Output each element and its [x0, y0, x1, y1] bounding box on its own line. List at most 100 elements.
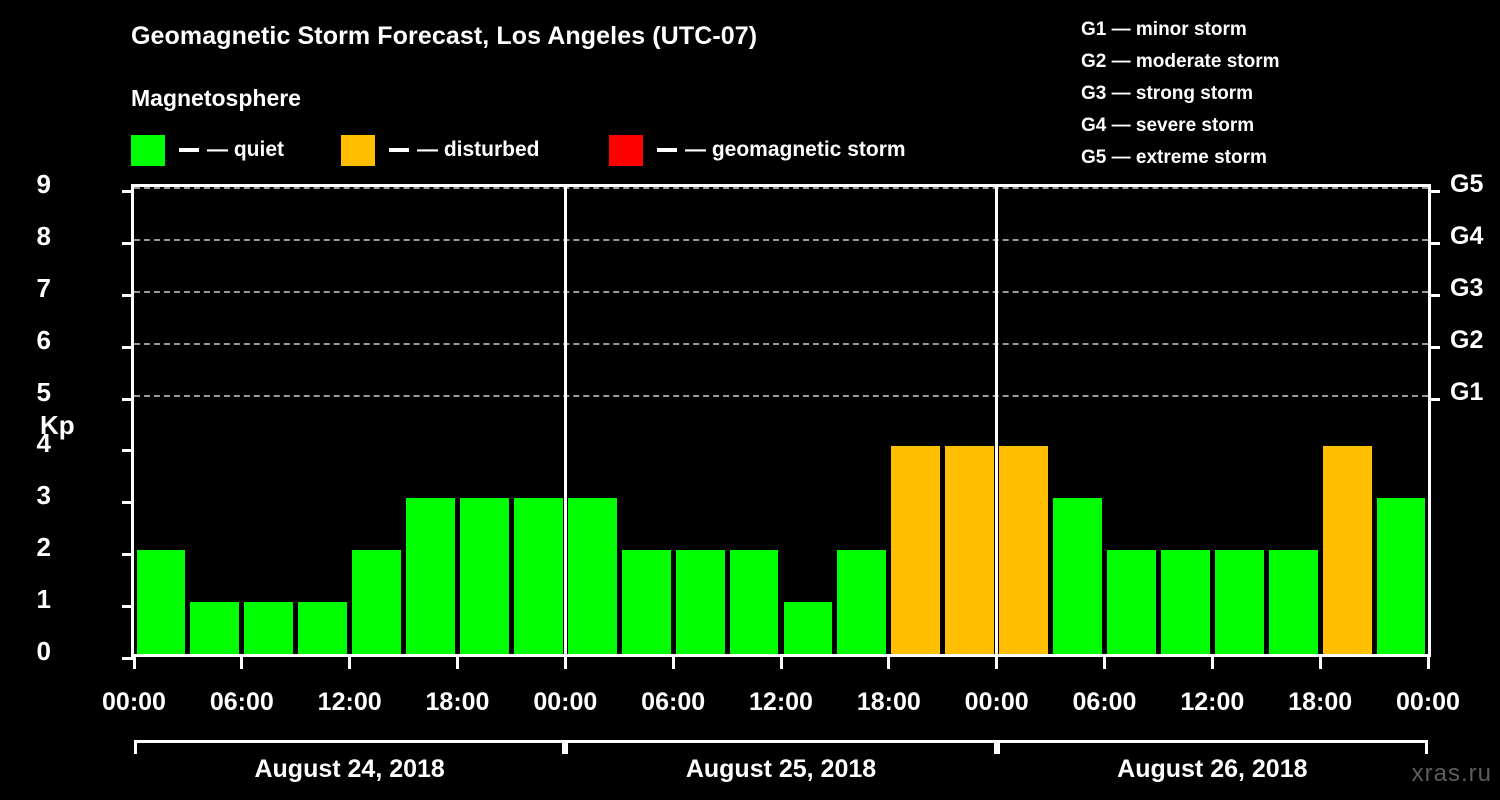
bar [1053, 498, 1102, 654]
x-tick-3 [456, 657, 459, 669]
y-tick-label-5: 5 [36, 376, 51, 407]
y-tick-label-4: 4 [36, 428, 51, 459]
x-tick-label-6: 12:00 [749, 688, 813, 716]
g-scale-line-g2: G2 — moderate storm [1081, 51, 1280, 72]
day-separator-2 [995, 187, 999, 654]
legend-item-storm: — geomagnetic storm [609, 133, 906, 167]
quiet-swatch [131, 134, 165, 166]
y-tick-5 [122, 397, 134, 401]
y-tick-2 [122, 553, 134, 557]
x-tick-11 [1318, 657, 1322, 669]
g-scale-line-g4: G4 — severe storm [1081, 115, 1255, 136]
x-tick-label-5: 06:00 [641, 688, 706, 716]
bar-series [134, 187, 1428, 654]
day-bracket-1 [134, 740, 566, 754]
x-tick-8 [995, 657, 999, 669]
g-tick-G4 [1428, 241, 1440, 245]
y-tick-3 [122, 501, 134, 505]
bar [406, 498, 455, 654]
bar [729, 550, 779, 654]
gridline-kp-9 [134, 187, 1428, 189]
x-tick-label-3: 18:00 [425, 688, 490, 716]
g-tick-label-G2: G2 [1450, 325, 1484, 354]
x-tick-0 [132, 657, 136, 669]
chart-subtitle: Magnetosphere [131, 85, 301, 111]
x-tick-5 [671, 657, 675, 669]
y-tick-label-1: 1 [36, 584, 51, 615]
g-tick-label-G4: G4 [1450, 221, 1484, 250]
x-tick-2 [348, 657, 352, 669]
bar [1268, 550, 1318, 654]
x-tick-4 [563, 657, 567, 669]
bar [1214, 550, 1264, 654]
x-tick-12 [1426, 657, 1430, 669]
bar [837, 550, 887, 654]
x-tick-label-2: 12:00 [317, 688, 382, 716]
bar [1107, 550, 1156, 654]
y-tick-label-0: 0 [36, 636, 51, 666]
bar [513, 498, 563, 654]
x-tick-7 [887, 657, 891, 669]
bar [567, 498, 617, 654]
g-tick-G3 [1428, 293, 1440, 297]
g-tick-label-G3: G3 [1450, 273, 1484, 302]
y-tick-9 [122, 190, 134, 193]
bar [621, 550, 671, 654]
bar [1376, 498, 1426, 654]
x-tick-10 [1210, 657, 1214, 669]
y-tick-8 [122, 241, 134, 245]
bar [675, 550, 725, 654]
bar [1160, 550, 1210, 654]
plot-area [122, 184, 1440, 660]
y-tick-label-7: 7 [36, 272, 51, 303]
y-tick-label-8: 8 [36, 220, 51, 251]
y-tick-6 [122, 345, 134, 349]
bar [945, 446, 995, 654]
g-scale-line-g1: G1 — minor storm [1081, 19, 1247, 40]
x-tick-label-0: 00:00 [102, 688, 166, 716]
g-tick-label-G1: G1 [1450, 377, 1484, 406]
day-label-1: August 24, 2018 [254, 755, 445, 783]
y-tick-label-3: 3 [36, 480, 51, 511]
x-tick-9 [1103, 657, 1106, 669]
g-scale-line-g5: G5 — extreme storm [1081, 147, 1267, 168]
day-separator-1 [563, 187, 567, 654]
day-label-3: August 26, 2018 [1117, 755, 1308, 783]
y-tick-1 [122, 605, 134, 609]
y-tick-7 [122, 293, 134, 297]
x-tick-label-12: 00:00 [1396, 688, 1460, 716]
legend-dash-icon [179, 148, 199, 152]
g-tick-G5 [1428, 190, 1440, 193]
x-tick-label-11: 18:00 [1288, 688, 1353, 716]
g-scale-legend: G1 — minor storm G2 — moderate storm G3 … [1081, 14, 1280, 174]
storm-swatch [609, 134, 643, 166]
bar [1322, 446, 1372, 654]
gridline-kp-7 [134, 290, 1428, 293]
plot-inner [134, 187, 1428, 654]
x-tick-6 [779, 657, 783, 669]
bar [136, 550, 186, 654]
legend-dash-icon [657, 148, 677, 152]
bar [460, 498, 509, 654]
g-scale-line-g3: G3 — strong storm [1081, 83, 1254, 104]
x-tick-label-1: 06:00 [209, 688, 274, 716]
x-tick-label-8: 00:00 [964, 688, 1029, 716]
x-tick-1 [240, 657, 244, 669]
bar [244, 602, 294, 654]
day-label-2: August 25, 2018 [685, 755, 877, 783]
x-tick-label-10: 12:00 [1180, 688, 1245, 716]
y-tick-label-9: 9 [36, 169, 51, 199]
g-tick-G2 [1428, 345, 1440, 349]
y-tick-4 [122, 449, 134, 453]
g-tick-G1 [1428, 397, 1440, 401]
day-bracket-3 [996, 740, 1428, 754]
bar [298, 602, 348, 654]
legend-dash-icon [389, 148, 409, 152]
y-axis-title: Kp [40, 410, 75, 440]
gridline-kp-5 [134, 394, 1428, 397]
legend-item-disturbed: — disturbed [341, 133, 540, 167]
page-title: Geomagnetic Storm Forecast, Los Angeles … [131, 22, 758, 50]
legend-label-quiet: — quiet [207, 138, 284, 161]
watermark: xras.ru [1411, 760, 1492, 787]
